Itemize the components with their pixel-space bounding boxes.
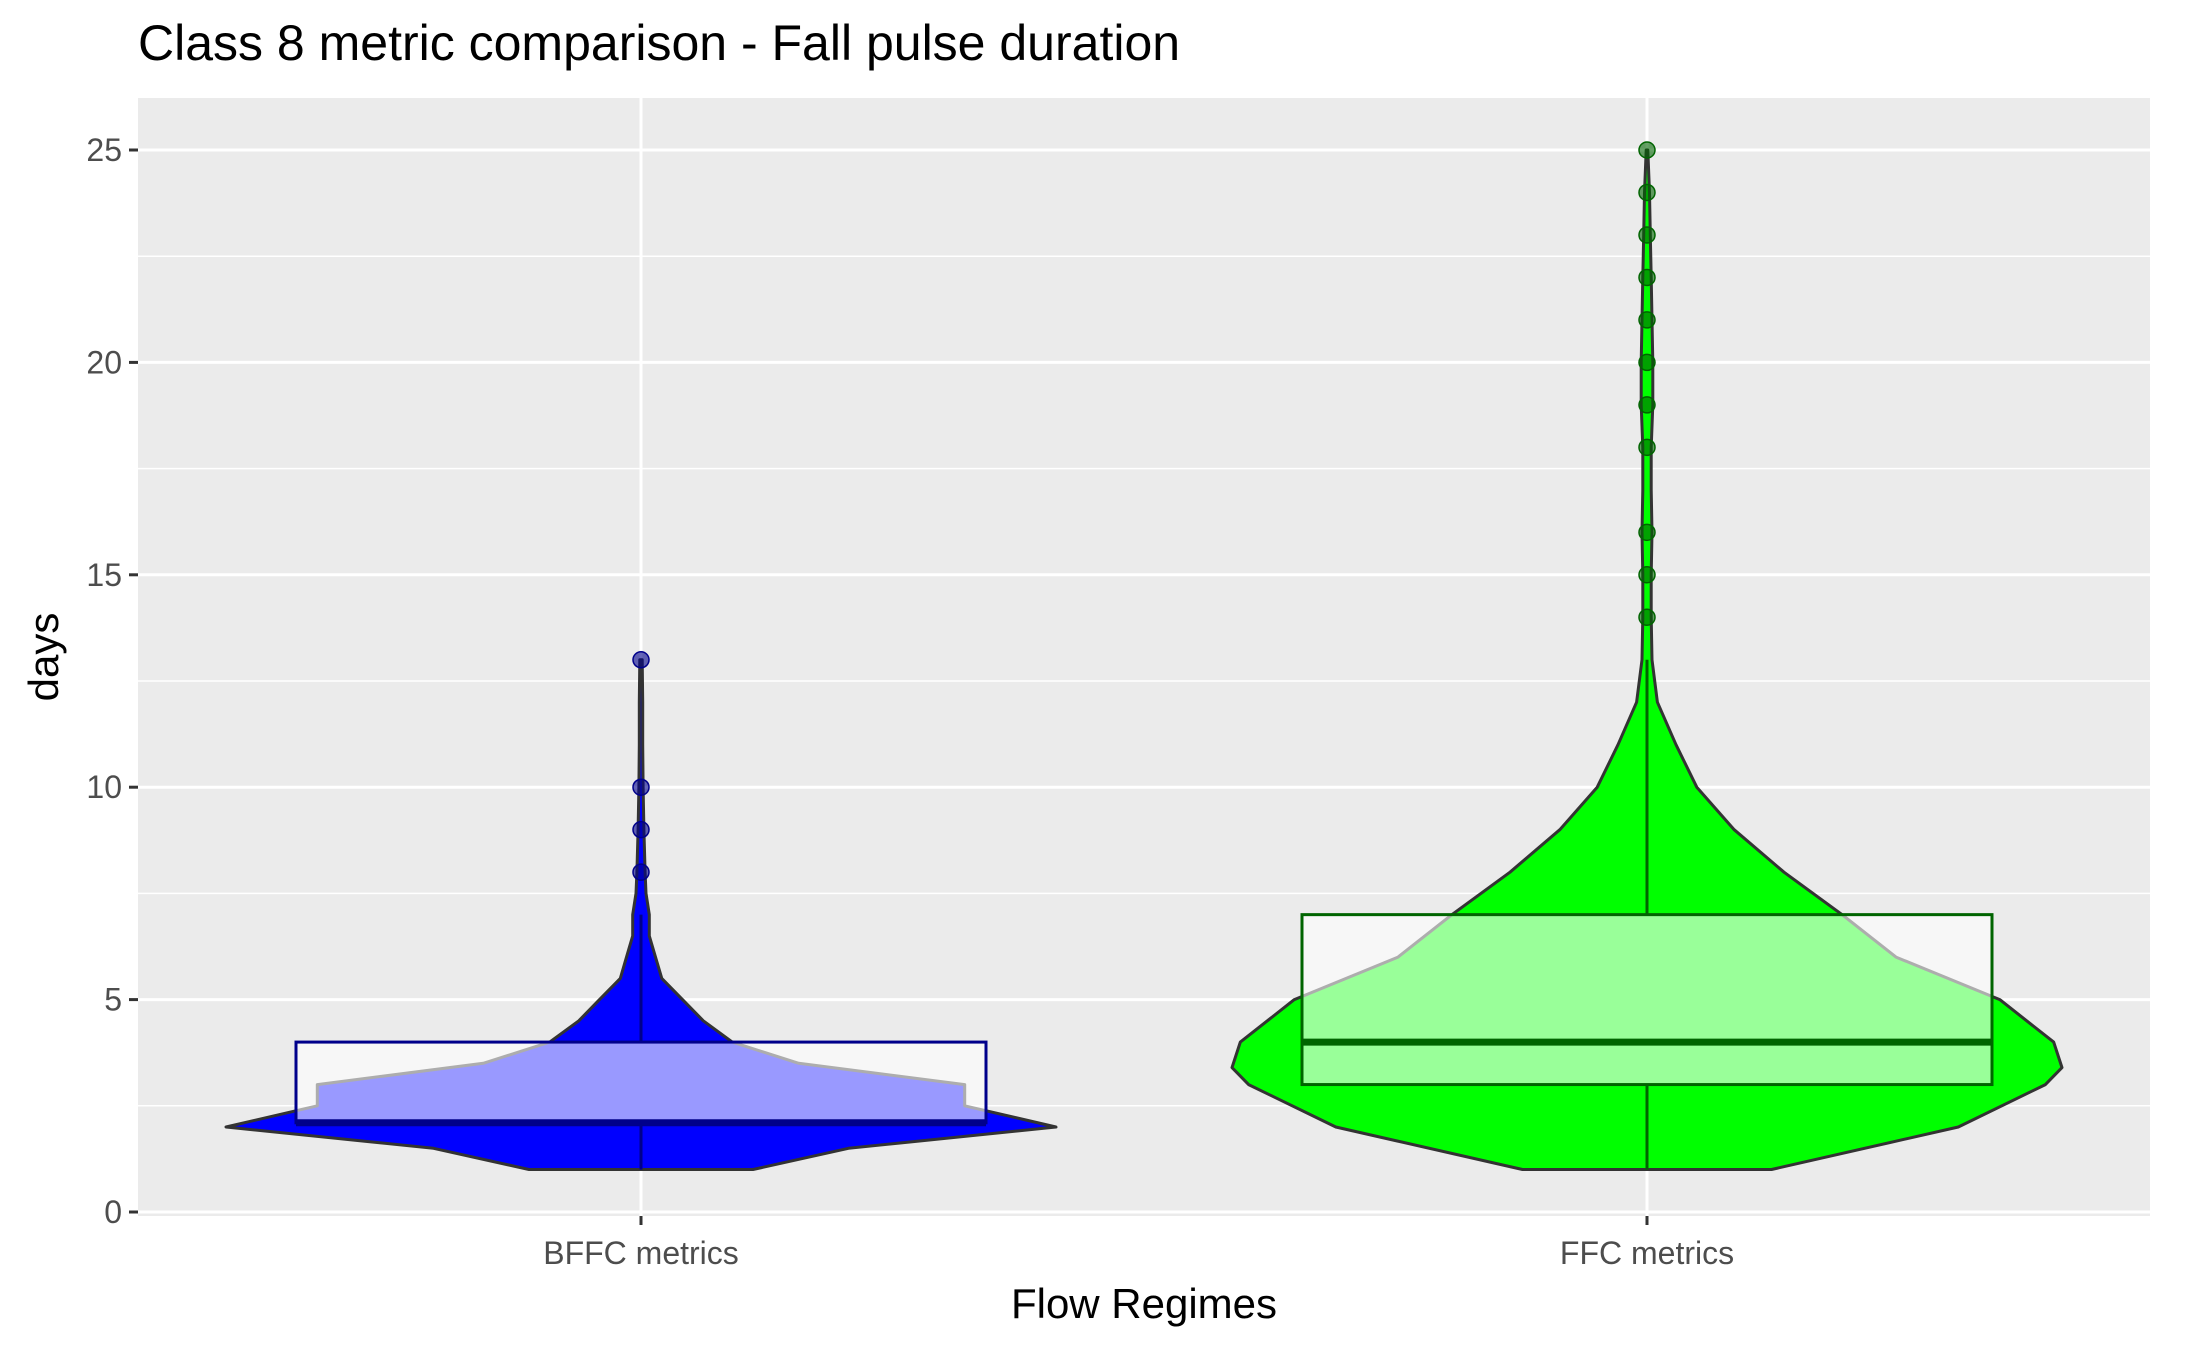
- y-tick-label: 25: [86, 132, 122, 168]
- y-tick-label: 20: [86, 344, 122, 380]
- x-tick-label: FFC metrics: [1560, 1235, 1734, 1271]
- outlier-point: [632, 778, 650, 796]
- outlier-point: [1638, 353, 1656, 372]
- outlier-point: [1638, 566, 1656, 584]
- y-tick-label: 0: [104, 1194, 122, 1230]
- y-axis-title: days: [20, 613, 67, 702]
- violins: [224, 141, 2064, 1171]
- outlier-point: [1638, 268, 1656, 287]
- y-tick-label: 15: [86, 557, 122, 593]
- y-tick-label: 5: [104, 982, 122, 1018]
- outlier-point: [1638, 438, 1656, 457]
- y-axis: 0 5 10 15 20 25: [86, 132, 138, 1230]
- outlier-point: [1638, 396, 1656, 414]
- outlier-point: [1638, 523, 1656, 542]
- outlier-point: [1638, 141, 1656, 159]
- x-axis-title: Flow Regimes: [1011, 1280, 1277, 1327]
- chart-title: Class 8 metric comparison - Fall pulse d…: [138, 15, 1180, 71]
- box: [294, 1040, 988, 1125]
- outlier-point: [632, 820, 650, 839]
- outlier-point: [632, 863, 650, 881]
- x-tick-label: BFFC metrics: [543, 1235, 739, 1271]
- x-axis: BFFC metrics FFC metrics: [543, 1216, 1734, 1271]
- gridlines: [138, 98, 2150, 1216]
- outlier-point: [1638, 608, 1656, 627]
- outlier-point: [1638, 226, 1656, 244]
- outlier-point: [1638, 311, 1656, 329]
- outlier-point: [632, 651, 650, 669]
- y-tick-label: 10: [86, 769, 122, 805]
- outlier-point: [1638, 183, 1656, 202]
- box: [1300, 913, 1994, 1087]
